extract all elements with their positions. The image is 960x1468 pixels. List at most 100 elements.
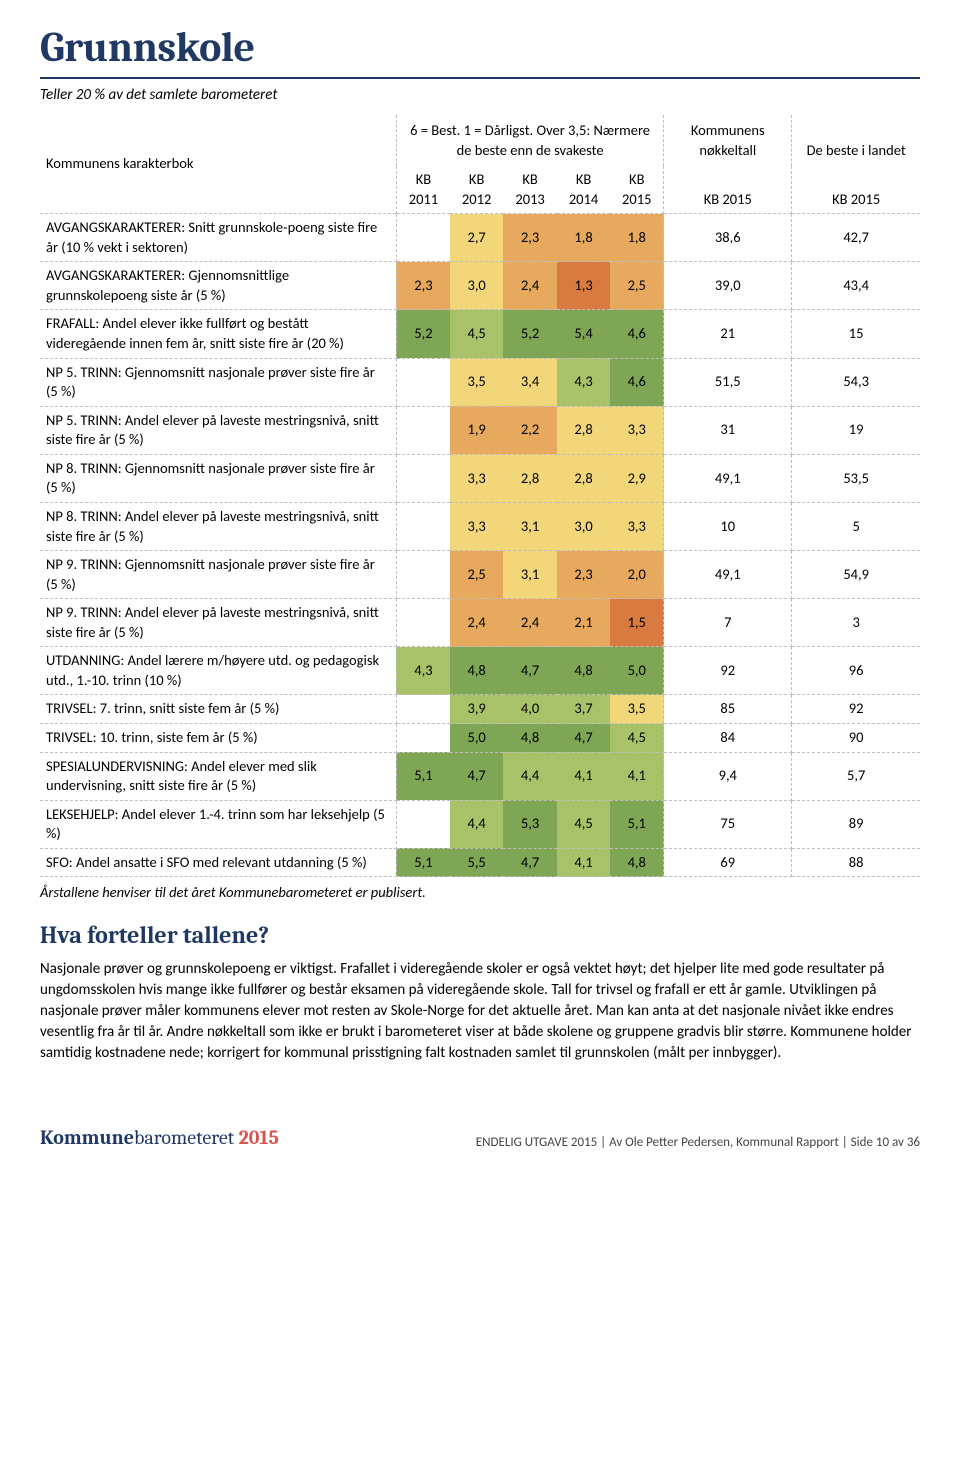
- row-label: SFO: Andel ansatte i SFO med relevant ut…: [40, 848, 396, 877]
- score-cell: 3,3: [610, 502, 663, 550]
- score-cell: 2,5: [450, 551, 503, 599]
- extra-cell: 9,4: [664, 752, 792, 800]
- score-cell: 2,3: [396, 262, 449, 310]
- score-cell: 4,0: [503, 695, 556, 724]
- row-label: NP 8. TRINN: Andel elever på laveste mes…: [40, 502, 396, 550]
- table-row: LEKSEHJELP: Andel elever 1.-4. trinn som…: [40, 800, 920, 848]
- score-cell: 1,3: [557, 262, 610, 310]
- extra-cell: 69: [664, 848, 792, 877]
- extra-cell: 43,4: [792, 262, 920, 310]
- table-row: SPESIALUNDERVISNING: Andel elever med sl…: [40, 752, 920, 800]
- score-cell: 5,1: [396, 848, 449, 877]
- score-cell: 2,8: [503, 454, 556, 502]
- score-cell: 4,7: [557, 724, 610, 753]
- table-row: NP 8. TRINN: Andel elever på laveste mes…: [40, 502, 920, 550]
- score-cell: [396, 502, 449, 550]
- col-header-beste: De beste i landet: [792, 115, 920, 166]
- extra-cell: 75: [664, 800, 792, 848]
- score-cell: 5,0: [450, 724, 503, 753]
- score-cell: [396, 695, 449, 724]
- table-row: AVGANGSKARAKTERER: Gjennomsnittlige grun…: [40, 262, 920, 310]
- row-label: TRIVSEL: 10. trinn, siste fem år (5 %): [40, 724, 396, 753]
- brand-part1: Kommune: [40, 1126, 134, 1149]
- col-header-extra: KB 2015: [792, 166, 920, 214]
- score-cell: 1,8: [610, 214, 663, 262]
- score-cell: 1,8: [557, 214, 610, 262]
- row-label: LEKSEHJELP: Andel elever 1.-4. trinn som…: [40, 800, 396, 848]
- extra-cell: 49,1: [664, 551, 792, 599]
- col-header-year: KB 2011: [396, 166, 449, 214]
- extra-cell: 5,7: [792, 752, 920, 800]
- score-cell: 4,1: [557, 752, 610, 800]
- score-cell: 4,8: [610, 848, 663, 877]
- score-cell: 4,1: [610, 752, 663, 800]
- row-label: NP 9. TRINN: Gjennomsnitt nasjonale prøv…: [40, 551, 396, 599]
- extra-cell: 89: [792, 800, 920, 848]
- score-cell: [396, 214, 449, 262]
- col-header-year: KB 2015: [610, 166, 663, 214]
- extra-cell: 7: [664, 599, 792, 647]
- page-footer: Kommunebarometeret 2015 ENDELIG UTGAVE 2…: [40, 1124, 920, 1151]
- table-footnote: Årstallene henviser til det året Kommune…: [40, 883, 920, 903]
- table-row: NP 9. TRINN: Andel elever på laveste mes…: [40, 599, 920, 647]
- page-title: Grunnskole: [40, 20, 920, 79]
- score-cell: 3,3: [450, 502, 503, 550]
- extra-cell: 5: [792, 502, 920, 550]
- table-row: NP 8. TRINN: Gjennomsnitt nasjonale prøv…: [40, 454, 920, 502]
- score-cell: 4,8: [557, 647, 610, 695]
- row-label: AVGANGSKARAKTERER: Gjennomsnittlige grun…: [40, 262, 396, 310]
- extra-cell: 88: [792, 848, 920, 877]
- score-cell: 4,5: [557, 800, 610, 848]
- col-header-year: KB 2012: [450, 166, 503, 214]
- score-cell: 2,4: [450, 599, 503, 647]
- score-cell: 4,7: [503, 647, 556, 695]
- col-header-year: KB 2013: [503, 166, 556, 214]
- score-cell: 4,4: [450, 800, 503, 848]
- table-row: AVGANGSKARAKTERER: Snitt grunnskole-poen…: [40, 214, 920, 262]
- brand-year: 2015: [239, 1126, 279, 1149]
- extra-cell: 54,3: [792, 358, 920, 406]
- score-cell: 4,3: [557, 358, 610, 406]
- score-cell: 5,5: [450, 848, 503, 877]
- col-header-scale: 6 = Best. 1 = Dårligst. Over 3,5: Nærmer…: [396, 115, 663, 166]
- body-paragraph: Nasjonale prøver og grunnskolepoeng er v…: [40, 959, 920, 1064]
- score-cell: 1,9: [450, 406, 503, 454]
- score-cell: 2,1: [557, 599, 610, 647]
- extra-cell: 38,6: [664, 214, 792, 262]
- score-cell: [396, 599, 449, 647]
- row-label: NP 5. TRINN: Andel elever på laveste mes…: [40, 406, 396, 454]
- score-cell: 2,7: [450, 214, 503, 262]
- score-cell: [396, 406, 449, 454]
- table-row: NP 5. TRINN: Andel elever på laveste mes…: [40, 406, 920, 454]
- score-cell: 2,3: [557, 551, 610, 599]
- score-cell: 2,2: [503, 406, 556, 454]
- extra-cell: 84: [664, 724, 792, 753]
- table-row: TRIVSEL: 7. trinn, snitt siste fem år (5…: [40, 695, 920, 724]
- score-cell: 3,0: [450, 262, 503, 310]
- col-header-year: KB 2014: [557, 166, 610, 214]
- page-subtitle: Teller 20 % av det samlete barometeret: [40, 85, 920, 105]
- score-cell: 2,0: [610, 551, 663, 599]
- extra-cell: 31: [664, 406, 792, 454]
- table-row: UTDANNING: Andel lærere m/høyere utd. og…: [40, 647, 920, 695]
- table-row: FRAFALL: Andel elever ikke fullført og b…: [40, 310, 920, 358]
- extra-cell: 21: [664, 310, 792, 358]
- score-cell: 5,1: [610, 800, 663, 848]
- score-cell: [396, 551, 449, 599]
- score-cell: 2,8: [557, 454, 610, 502]
- extra-cell: 10: [664, 502, 792, 550]
- row-label: UTDANNING: Andel lærere m/høyere utd. og…: [40, 647, 396, 695]
- extra-cell: 92: [792, 695, 920, 724]
- score-cell: [396, 454, 449, 502]
- extra-cell: 19: [792, 406, 920, 454]
- col-header-label: Kommunens karakterbok: [40, 115, 396, 214]
- row-label: FRAFALL: Andel elever ikke fullført og b…: [40, 310, 396, 358]
- score-cell: 5,2: [503, 310, 556, 358]
- extra-cell: 3: [792, 599, 920, 647]
- score-cell: 3,3: [450, 454, 503, 502]
- brand-part2: barometeret: [134, 1126, 239, 1149]
- extra-cell: 96: [792, 647, 920, 695]
- score-cell: 2,9: [610, 454, 663, 502]
- score-cell: 4,3: [396, 647, 449, 695]
- score-cell: 4,4: [503, 752, 556, 800]
